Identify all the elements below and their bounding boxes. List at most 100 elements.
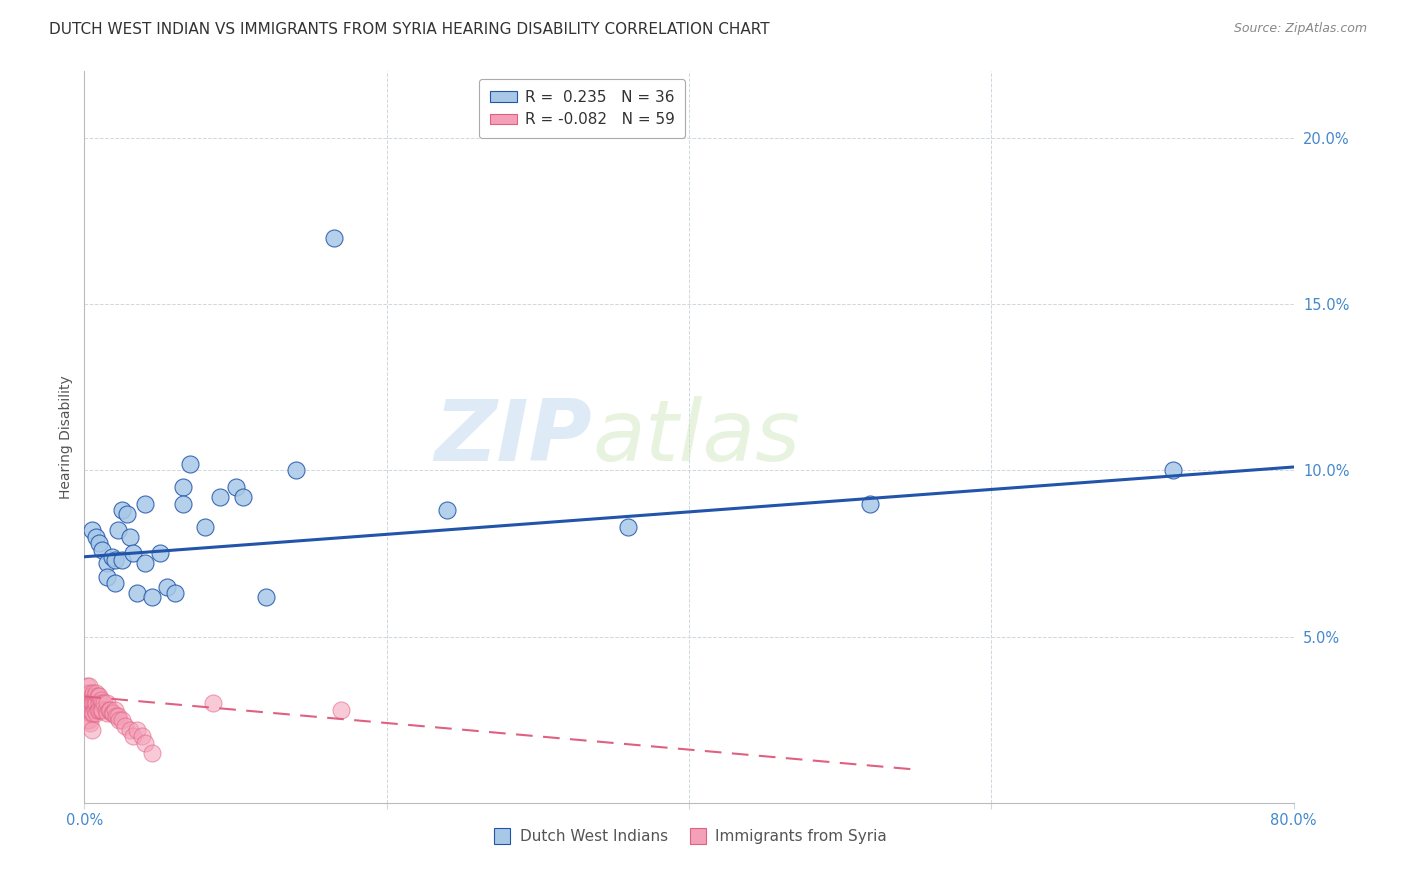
Point — [330, 703, 353, 717]
Point — [111, 553, 134, 567]
Point — [77, 713, 100, 727]
Point — [134, 497, 156, 511]
Point — [91, 703, 114, 717]
Point — [149, 546, 172, 560]
Point — [96, 706, 118, 720]
Point — [127, 723, 149, 737]
Point — [75, 686, 97, 700]
Point — [118, 723, 141, 737]
Point — [134, 736, 156, 750]
Point — [91, 543, 114, 558]
Point — [111, 713, 134, 727]
Point — [87, 690, 110, 704]
Point — [141, 590, 163, 604]
Text: ZIP: ZIP — [434, 395, 592, 479]
Point — [84, 690, 107, 704]
Point — [232, 490, 254, 504]
Point — [86, 686, 108, 700]
Point — [254, 590, 277, 604]
Point — [89, 703, 111, 717]
Point — [94, 703, 117, 717]
Point — [100, 706, 122, 720]
Point — [104, 703, 127, 717]
Point — [76, 690, 98, 704]
Point — [90, 703, 112, 717]
Point — [84, 696, 107, 710]
Point — [89, 690, 111, 704]
Point — [156, 580, 179, 594]
Point — [134, 557, 156, 571]
Point — [79, 696, 101, 710]
Point — [141, 746, 163, 760]
Point — [93, 696, 115, 710]
Point — [89, 536, 111, 550]
Point — [82, 696, 104, 710]
Point — [77, 680, 100, 694]
Point — [859, 497, 882, 511]
Point — [121, 729, 143, 743]
Point — [97, 703, 120, 717]
Text: Source: ZipAtlas.com: Source: ZipAtlas.com — [1233, 22, 1367, 36]
Text: atlas: atlas — [592, 395, 800, 479]
Point — [76, 680, 98, 694]
Point — [114, 719, 136, 733]
Point — [115, 507, 138, 521]
Point — [201, 696, 224, 710]
Text: DUTCH WEST INDIAN VS IMMIGRANTS FROM SYRIA HEARING DISABILITY CORRELATION CHART: DUTCH WEST INDIAN VS IMMIGRANTS FROM SYR… — [49, 22, 770, 37]
Point — [131, 729, 153, 743]
Point — [179, 457, 201, 471]
Point — [118, 530, 141, 544]
Y-axis label: Hearing Disability: Hearing Disability — [59, 376, 73, 499]
Point — [104, 576, 127, 591]
Point — [90, 692, 112, 706]
Point — [100, 549, 122, 564]
Point — [80, 523, 103, 537]
Point — [194, 520, 217, 534]
Point — [96, 557, 118, 571]
Point — [76, 703, 98, 717]
Point — [108, 713, 131, 727]
Point — [165, 586, 187, 600]
Point — [86, 696, 108, 710]
Point — [107, 709, 129, 723]
Point — [80, 690, 103, 704]
Point — [105, 709, 128, 723]
Point — [209, 490, 232, 504]
Point — [617, 520, 640, 534]
Point — [77, 703, 100, 717]
Point — [76, 713, 98, 727]
Point — [79, 706, 101, 720]
Point — [75, 696, 97, 710]
Point — [91, 696, 114, 710]
Point — [80, 706, 103, 720]
Point — [285, 463, 308, 477]
Point — [82, 686, 104, 700]
Point — [98, 703, 121, 717]
Point — [80, 723, 103, 737]
Point — [80, 696, 103, 710]
Point — [225, 480, 247, 494]
Point — [79, 686, 101, 700]
Point — [89, 696, 111, 710]
Point — [87, 703, 110, 717]
Point — [84, 703, 107, 717]
Point — [86, 706, 108, 720]
Point — [127, 586, 149, 600]
Point — [111, 503, 134, 517]
Point — [172, 497, 194, 511]
Point — [77, 692, 100, 706]
Point — [104, 553, 127, 567]
Point — [172, 480, 194, 494]
Point — [101, 706, 124, 720]
Point — [96, 570, 118, 584]
Point — [75, 703, 97, 717]
Point — [107, 523, 129, 537]
Point — [436, 503, 458, 517]
Point — [322, 230, 344, 244]
Point — [82, 706, 104, 720]
Point — [1161, 463, 1184, 477]
Legend: Dutch West Indians, Immigrants from Syria: Dutch West Indians, Immigrants from Syri… — [485, 822, 893, 850]
Point — [79, 716, 101, 731]
Point — [121, 546, 143, 560]
Point — [86, 530, 108, 544]
